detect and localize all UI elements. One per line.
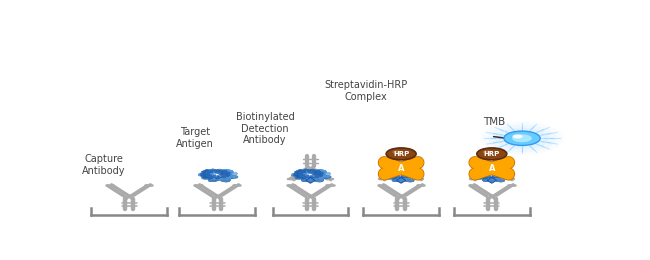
- Circle shape: [483, 150, 492, 154]
- Text: Biotinylated
Detection
Antibody: Biotinylated Detection Antibody: [236, 112, 294, 146]
- Circle shape: [488, 125, 556, 152]
- Circle shape: [477, 148, 507, 160]
- Text: Capture
Antibody: Capture Antibody: [82, 154, 125, 176]
- Text: Streptavidin-HRP
Complex: Streptavidin-HRP Complex: [324, 80, 408, 102]
- Circle shape: [495, 127, 549, 149]
- Polygon shape: [487, 177, 497, 183]
- Circle shape: [386, 148, 416, 160]
- Text: Target
Antigen: Target Antigen: [176, 127, 214, 149]
- Polygon shape: [306, 177, 315, 183]
- Circle shape: [504, 131, 540, 145]
- Text: A: A: [398, 164, 404, 173]
- Text: TMB: TMB: [483, 117, 506, 127]
- Circle shape: [392, 150, 401, 154]
- Circle shape: [512, 134, 523, 139]
- Polygon shape: [396, 177, 406, 183]
- Text: HRP: HRP: [393, 151, 410, 157]
- Text: HRP: HRP: [484, 151, 500, 157]
- Text: A: A: [489, 164, 495, 173]
- Circle shape: [480, 122, 564, 155]
- Circle shape: [512, 134, 532, 142]
